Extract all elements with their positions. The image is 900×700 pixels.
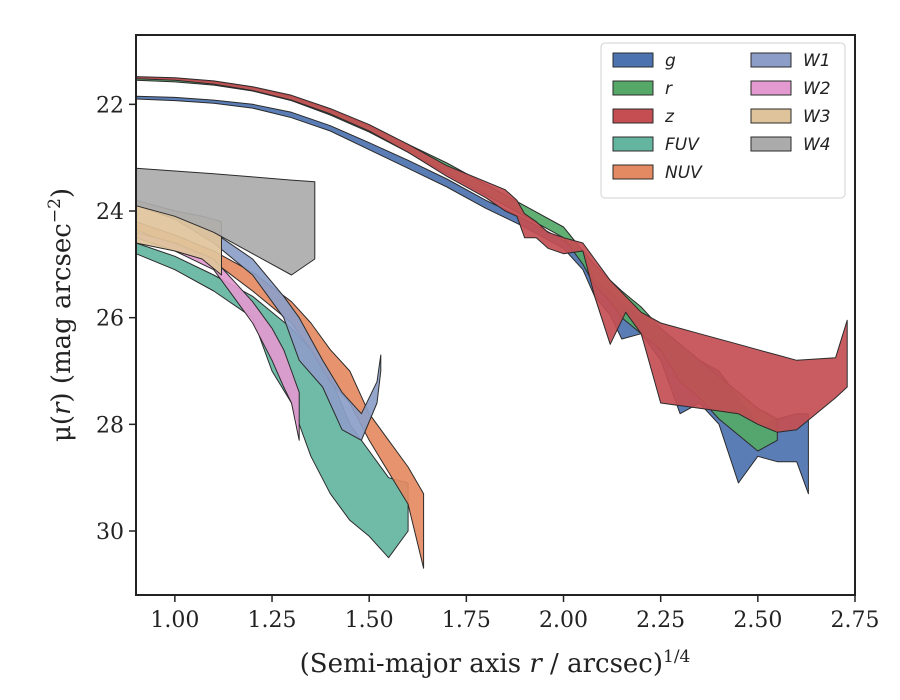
legend-label-w1: W1 — [803, 51, 831, 71]
legend-label-r: r — [665, 79, 673, 99]
legend-swatch-w3 — [750, 108, 792, 124]
x-tick-label: 1.50 — [345, 608, 394, 633]
legend-swatch-r — [612, 80, 654, 96]
legend-swatch-nuv — [612, 164, 654, 180]
y-tick-label: 26 — [96, 307, 124, 332]
plot-frame — [135, 34, 856, 596]
series-layer — [135, 76, 848, 569]
band-w1 — [135, 199, 382, 441]
x-tick-label: 2.25 — [636, 608, 685, 633]
band-w2 — [135, 231, 300, 441]
legend-label-w4: W4 — [803, 135, 831, 155]
legend-label-g: g — [665, 51, 676, 71]
y-axis-title: μ(r) (mag arcsec−2) — [45, 188, 77, 442]
legend-swatch-w2 — [750, 80, 792, 96]
y-tick-label: 24 — [96, 200, 124, 225]
y-tick-label: 30 — [96, 520, 124, 545]
legend-swatch-w4 — [750, 136, 792, 152]
x-tick-label: 1.00 — [150, 608, 199, 633]
legend-label-nuv: NUV — [665, 163, 703, 183]
y-tick-label: 22 — [96, 93, 124, 118]
x-tick-label: 1.25 — [248, 608, 297, 633]
x-axis-title: (Semi-major axis r / arcsec)1/4 — [300, 647, 691, 679]
legend: grz FUV NUV W1 W2 W3 W4 — [600, 42, 846, 199]
band-z — [135, 76, 848, 433]
band-w4 — [135, 167, 316, 276]
x-tick-label: 1.75 — [442, 608, 491, 633]
tick-layer: 1.00 1.25 1.50 1.75 2.00 2.25 2.50 2.75 22 24 26 28… — [96, 93, 879, 633]
band-nuv — [135, 221, 425, 569]
legend-swatch-z — [612, 108, 654, 124]
legend-label-fuv: FUV — [665, 135, 700, 155]
legend-swatch-g — [612, 52, 654, 68]
x-tick-label: 2.00 — [539, 608, 588, 633]
legend-swatch-w1 — [750, 52, 792, 68]
band-g — [135, 95, 809, 495]
legend-label-z: z — [664, 107, 675, 127]
y-tick-label: 28 — [96, 413, 124, 438]
x-tick-label: 2.50 — [733, 608, 782, 633]
legend-label-w2: W2 — [803, 79, 831, 99]
legend-swatch-fuv — [612, 136, 654, 152]
legend-label-w3: W3 — [803, 107, 831, 127]
x-tick-label: 2.75 — [831, 608, 880, 633]
